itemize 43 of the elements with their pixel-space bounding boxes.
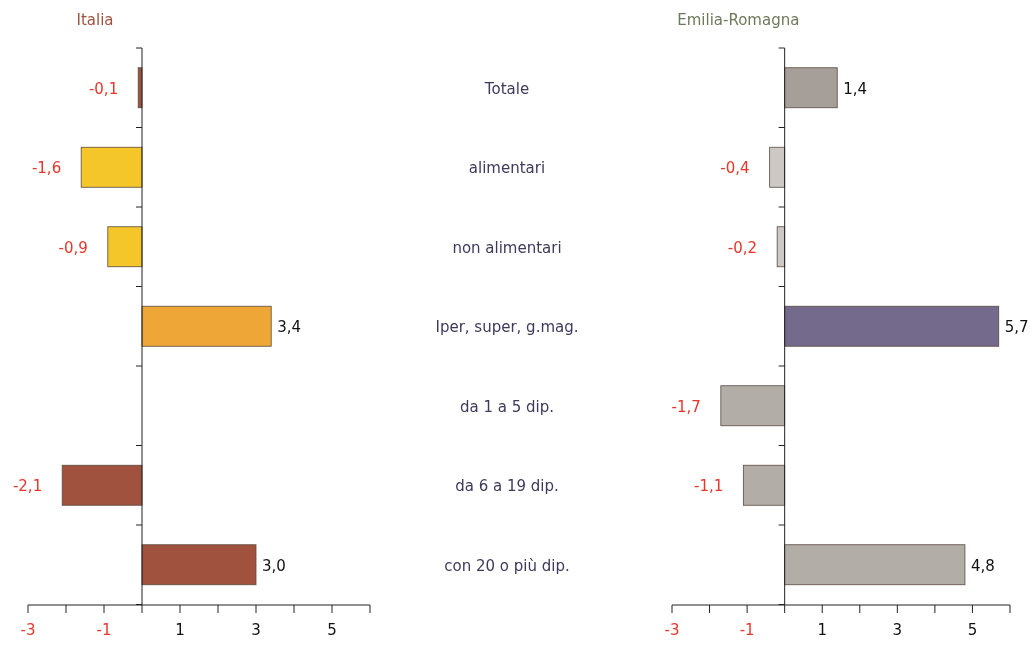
data-label: 4,8 — [970, 556, 995, 575]
bar — [784, 544, 966, 586]
data-label: -0,4 — [720, 159, 750, 178]
data-label: 3,0 — [262, 556, 286, 575]
bar — [61, 464, 143, 506]
x-tick-label: 3 — [251, 621, 261, 639]
y-tick-label: da 6 a 19 dip. — [455, 477, 559, 496]
bar — [769, 146, 786, 188]
x-tick-label: -3 — [664, 621, 680, 639]
bar — [141, 305, 272, 347]
data-label: -0,1 — [88, 79, 119, 98]
y-tick-label: non alimentari — [452, 238, 562, 257]
x-tick-label: 1 — [175, 621, 185, 639]
x-tick-label: 5 — [967, 621, 978, 639]
x-tick-label: 3 — [892, 621, 903, 639]
bar — [784, 305, 1000, 347]
chart-title: Emilia-Romagna — [677, 11, 800, 29]
data-label: -0,9 — [58, 238, 88, 257]
data-label: -1,1 — [694, 477, 724, 496]
bar — [784, 67, 838, 109]
x-tick-label: -3 — [20, 621, 36, 639]
x-tick-label: -1 — [739, 621, 755, 639]
y-tick-label: da 1 a 5 dip. — [459, 397, 555, 416]
data-label: 5,7 — [1004, 318, 1029, 337]
bar — [720, 385, 786, 427]
data-label: -2,1 — [12, 477, 43, 496]
data-label: 3,4 — [277, 318, 302, 337]
data-label: 1,4 — [843, 79, 868, 98]
bar — [107, 226, 143, 268]
x-tick-label: 5 — [327, 621, 337, 639]
y-tick-label: con 20 o più dip. — [444, 556, 570, 575]
bar — [141, 544, 257, 586]
bar — [80, 146, 143, 188]
chart-title: Italia — [76, 11, 114, 29]
y-tick-label: Iper, super, g.mag. — [435, 318, 579, 337]
x-tick-label: -1 — [96, 621, 112, 639]
y-tick-label: Totale — [483, 79, 530, 98]
data-label: -0,2 — [727, 238, 758, 257]
bar — [742, 464, 786, 506]
data-label: -1,7 — [671, 397, 701, 416]
x-tick-label: 1 — [817, 621, 827, 639]
data-label: -1,6 — [31, 159, 62, 178]
y-tick-label: alimentari — [468, 159, 546, 178]
